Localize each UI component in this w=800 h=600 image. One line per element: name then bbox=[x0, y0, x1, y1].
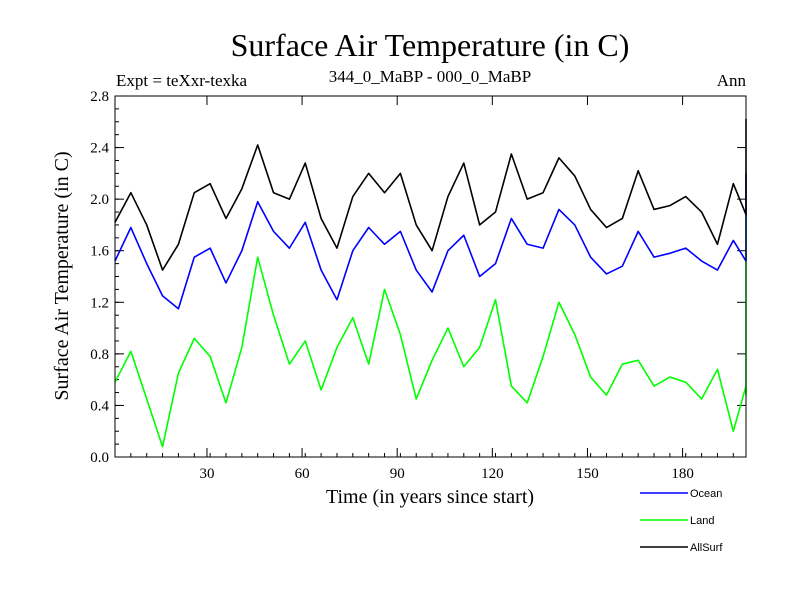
legend-label-land: Land bbox=[690, 515, 714, 527]
series-line-ocean bbox=[114, 172, 747, 310]
x-tick-label: 60 bbox=[295, 466, 310, 482]
y-tick-label: 2.4 bbox=[90, 141, 109, 157]
x-axis-label: Time (in years since start) bbox=[326, 486, 534, 508]
y-tick-label: 0.8 bbox=[90, 347, 109, 363]
legend: Ocean Land AllSurf bbox=[640, 488, 723, 554]
y-tick-label: 0.0 bbox=[90, 450, 109, 466]
plot-frame bbox=[114, 95, 747, 458]
y-tick-label: 2.8 bbox=[90, 89, 109, 105]
y-axis-label: Surface Air Temperature (in C) bbox=[51, 151, 73, 400]
data-series bbox=[114, 118, 747, 448]
y-tick-label: 1.2 bbox=[90, 295, 109, 311]
y-tick-label: 0.4 bbox=[90, 398, 109, 414]
y-tick-label: 2.0 bbox=[90, 192, 109, 208]
x-tick-label: 30 bbox=[199, 466, 214, 482]
legend-label-allsurf: AllSurf bbox=[690, 542, 723, 554]
legend-label-ocean: Ocean bbox=[690, 488, 722, 500]
series-line-allsurf bbox=[114, 118, 747, 271]
chart-subtitle-center: 344_0_MaBP - 000_0_MaBP bbox=[329, 67, 531, 86]
x-tick-label: 90 bbox=[390, 466, 405, 482]
chart-subtitle-left: Expt = teXxr-texka bbox=[116, 71, 247, 90]
chart-title: Surface Air Temperature (in C) bbox=[231, 27, 630, 63]
axis-ticks: 0.0 0.4 0.8 1.2 1.6 2.0 2.4 2.8 30 60 90 120 150 180 bbox=[90, 89, 746, 482]
x-tick-label: 120 bbox=[481, 466, 504, 482]
chart-subtitle-right: Ann bbox=[717, 71, 747, 90]
x-tick-label: 150 bbox=[576, 466, 599, 482]
x-tick-label: 180 bbox=[671, 466, 694, 482]
y-tick-label: 1.6 bbox=[90, 244, 109, 260]
